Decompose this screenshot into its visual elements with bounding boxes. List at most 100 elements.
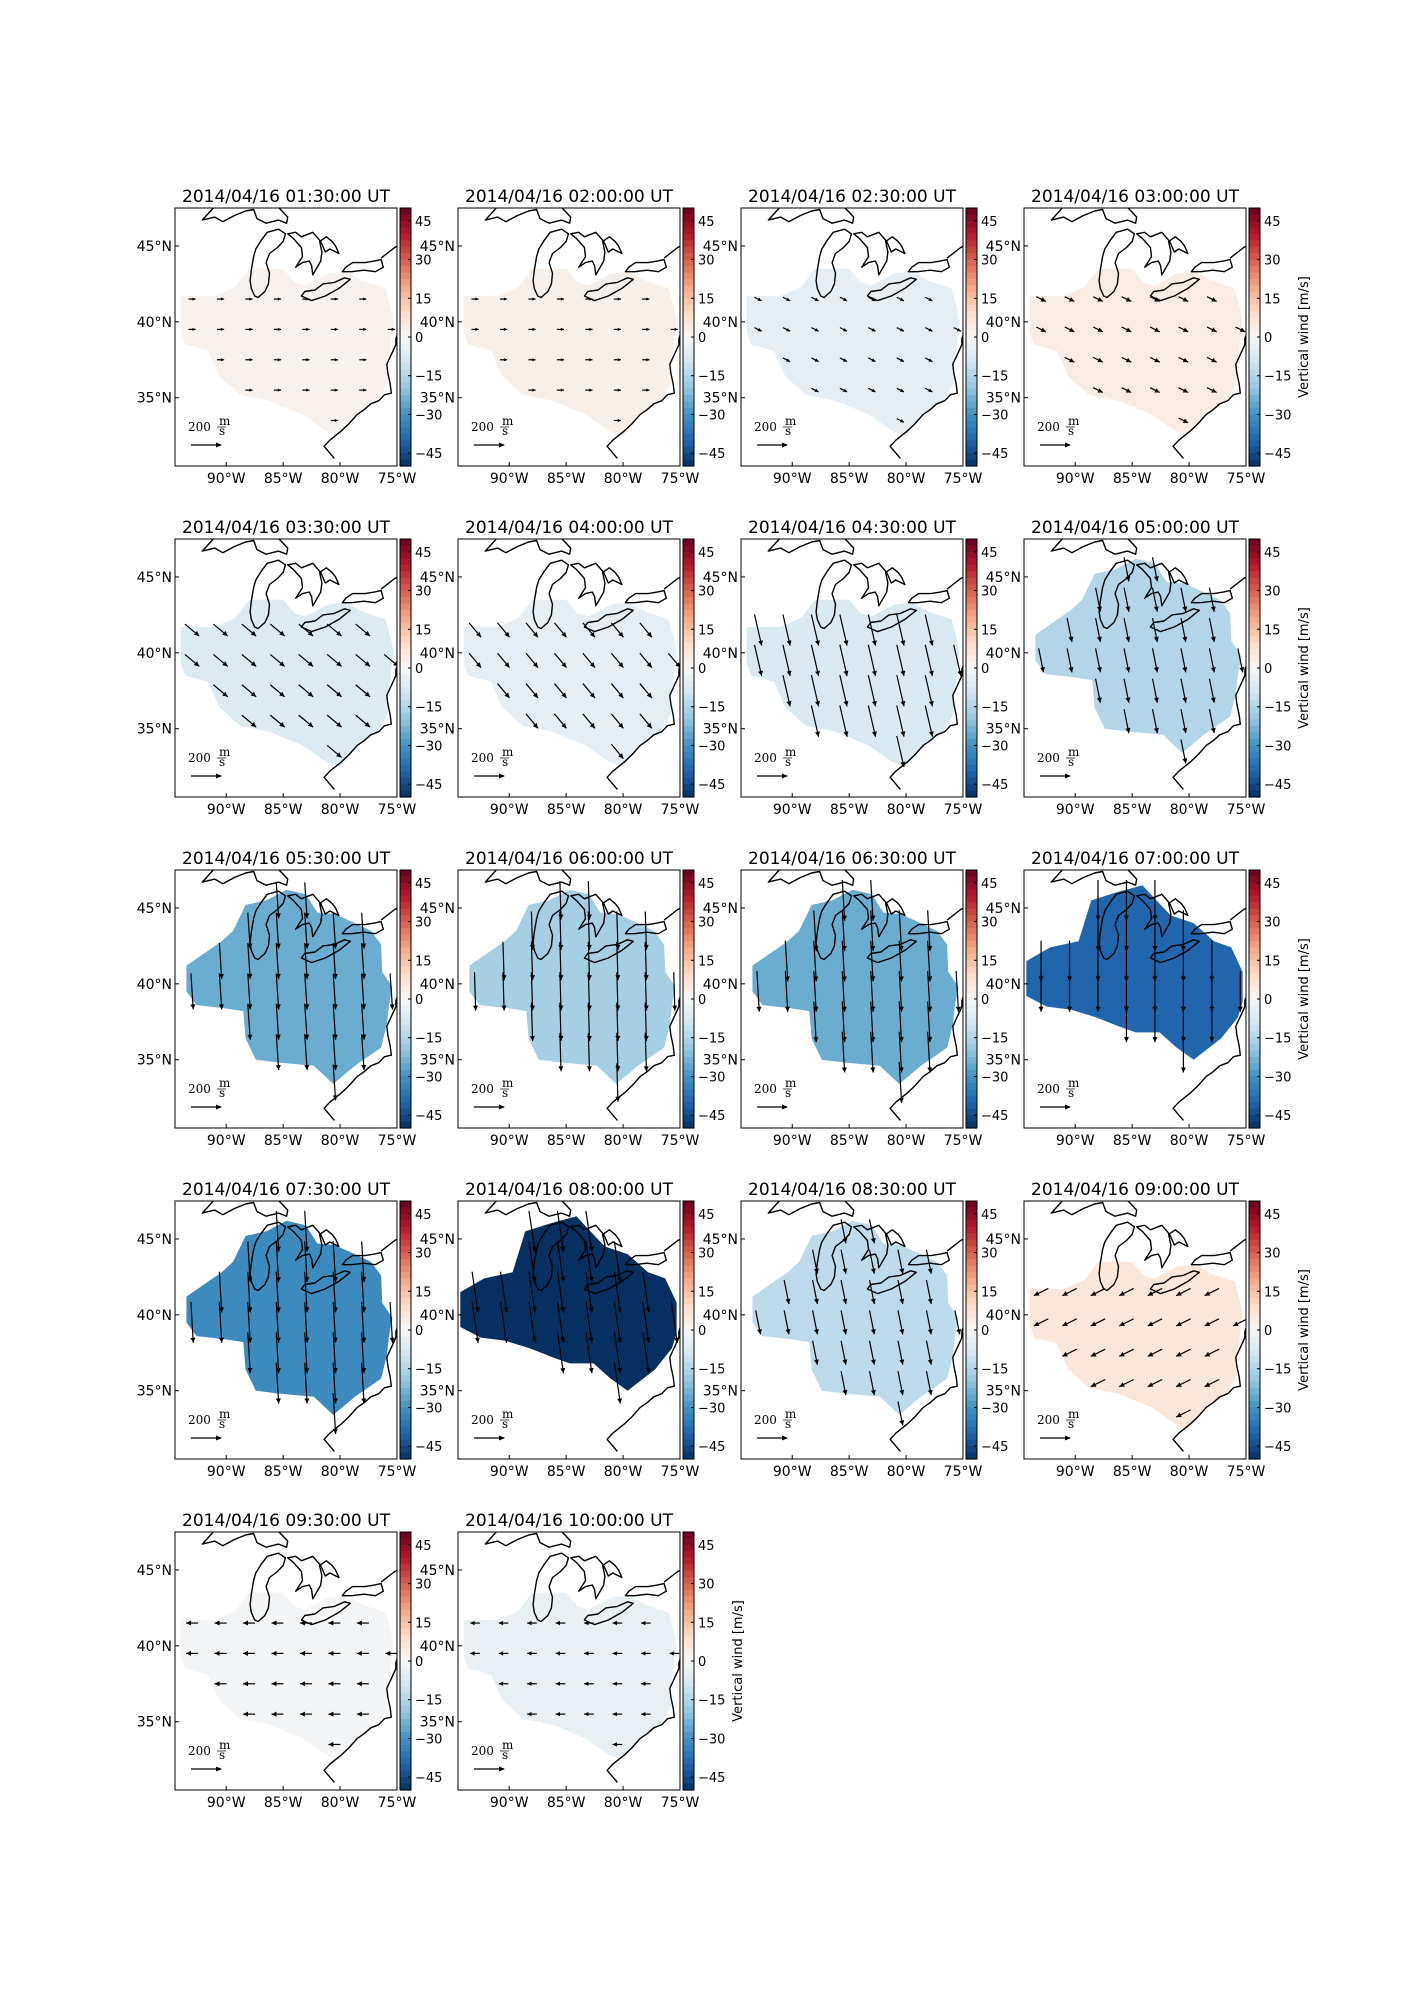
wind-vector [811,357,819,363]
longitude-tick-label: 90°W [1056,1464,1095,1480]
wind-vector [585,297,593,301]
lake-outline [1136,1224,1189,1269]
latitude-tick-label: 40°N [137,1639,172,1655]
wind-vector [245,327,253,332]
colorbar-tick-label: −15 [415,1694,442,1709]
colorbar: 45 30 15 0 −15 −30 −45 [399,207,442,467]
colorbar-label: Vertical wind [m/s] [1297,276,1312,398]
wind-vector [1147,1348,1163,1357]
wind-vector [670,1301,680,1343]
wind-vector [1178,387,1189,394]
coastline [946,1238,963,1252]
wind-vector [355,684,371,698]
wind-vector [610,622,624,638]
lake-outline [1136,893,1189,938]
colorbar-tick-label: 45 [698,877,715,892]
wind-vector [383,653,397,667]
wind-vector [556,1332,566,1374]
reference-arrow-label: 200 [471,420,494,434]
coastline [663,907,680,921]
colorbar-tick-label: −30 [698,739,725,754]
wind-vector [527,1711,537,1717]
wind-vector [670,327,678,332]
colorbar-tick-label: −15 [698,1363,725,1378]
wind-vector [585,1210,594,1252]
lake-outline [341,1251,384,1266]
wind-vector [471,1271,480,1313]
wind-vector [867,644,877,677]
wind-vector [1092,356,1104,363]
coastline [1172,664,1246,790]
wind-vector [554,683,567,699]
reference-unit-denominator: s [785,755,791,769]
colorbar-tick-label: −45 [698,1440,725,1455]
lake-outline [1098,1221,1136,1292]
reference-unit-numerator: m [1068,414,1080,428]
wind-vector [328,1741,341,1747]
reference-unit-numerator: m [502,1076,514,1090]
wind-vector [241,714,257,728]
colorbar-tick-label: 0 [981,662,989,677]
coastline [323,664,397,790]
wind-vector [839,705,849,737]
wind-vector [1180,709,1188,734]
colorbar-tick-label: 15 [981,623,998,638]
colorbar-tick-label: −45 [981,447,1008,462]
latitude-tick-label: 45°N [420,570,455,586]
wind-vector [610,652,624,668]
wind-vector [304,882,310,919]
wind-vector [269,653,286,667]
wind-vector [1062,1318,1078,1327]
wind-vector [1204,1318,1220,1327]
wind-vector [1237,648,1245,673]
reference-unit-numerator: m [219,745,231,759]
colorbar-tick-label: 30 [698,585,715,600]
wind-vector [214,1620,227,1626]
colorbar-tick-label: 30 [981,1247,998,1262]
wind-vector [304,1362,310,1404]
reference-unit-denominator: s [1068,1086,1074,1100]
wind-vector [555,1620,566,1626]
wind-vector [528,1271,537,1313]
map-frame [457,207,681,467]
colorbar-tick-label: −45 [698,778,725,793]
latitude-tick-label: 35°N [986,1053,1021,1069]
map-area [180,208,397,459]
wind-vector [868,1340,876,1365]
map-frame [1023,1200,1247,1460]
colorbar-tick-label: 15 [981,954,998,969]
wind-vector [528,1301,537,1343]
wind-vector [1151,587,1159,612]
colorbar-tick-label: 45 [698,215,715,230]
lake-outline [866,608,917,633]
longitude-tick-label: 75°W [944,802,983,818]
wind-vector [613,1301,623,1343]
wind-vector [389,973,395,1010]
reference-unit-numerator: m [502,1738,514,1752]
colorbar-tick-label: 45 [981,877,998,892]
coastline [946,907,963,921]
colorbar-tick-label: 0 [415,1655,423,1670]
wind-vector [269,714,286,728]
longitude-tick-label: 75°W [1227,1133,1266,1149]
panel-title: 2014/04/16 01:30:00 UT [182,187,391,207]
wind-vector [499,297,508,301]
vertical-wind-fill [752,889,959,1084]
map-area [1029,208,1246,459]
wind-vector [896,675,906,707]
coastline [1172,1326,1246,1452]
latitude-tick-label: 40°N [986,1308,1021,1324]
lake-outline [1149,1270,1200,1295]
wind-vector [1175,1287,1191,1297]
colorbar-tick-label: 45 [415,1208,432,1223]
wind-vector [1038,971,1044,1012]
wind-vector [896,327,905,332]
longitude-tick-label: 80°W [887,471,926,487]
wind-vector [273,297,282,301]
latitude-tick-label: 35°N [703,1053,738,1069]
lake-outline [287,1555,340,1600]
wind-vector [1151,557,1159,582]
map-panel: 2014/04/16 06:30:00 UT 200 ms 90°W 85°W 80°W 7… [703,849,1009,1149]
lake-outline [532,1552,570,1623]
wind-vector [925,1371,933,1396]
